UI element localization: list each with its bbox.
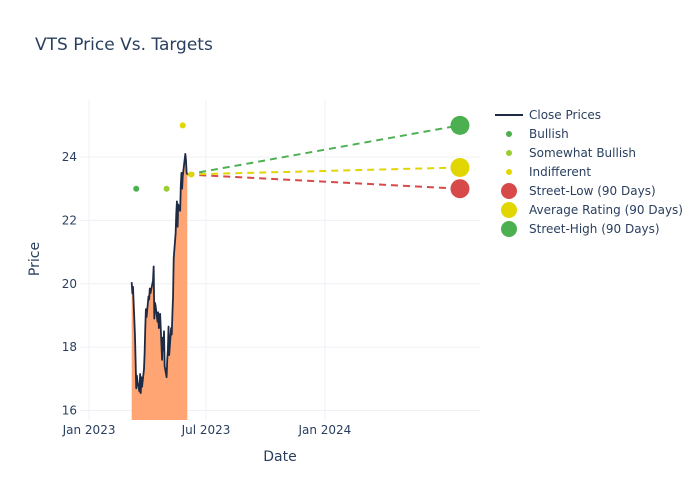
legend-label: Bullish — [529, 127, 569, 141]
legend-label: Street-High (90 Days) — [529, 222, 660, 236]
x-axis-label: Date — [263, 449, 296, 465]
legend-label: Close Prices — [529, 108, 601, 122]
legend-label: Average Rating (90 Days) — [529, 203, 683, 217]
rating-points — [133, 122, 195, 192]
close-price-area — [131, 153, 188, 421]
y-tick-label: 20 — [62, 277, 77, 291]
y-tick-label: 18 — [62, 340, 77, 354]
legend-dot-swatch — [506, 169, 512, 175]
target-line — [187, 124, 461, 176]
target-marker — [450, 179, 470, 199]
legend-label: Street-Low (90 Days) — [529, 184, 656, 198]
gridlines — [80, 100, 480, 420]
rating-point — [133, 185, 140, 192]
y-axis-ticks: 16 18 20 22 24 — [62, 150, 77, 417]
y-axis-label: Price — [27, 242, 43, 276]
legend-label: Indifferent — [529, 165, 591, 179]
target-marker — [450, 115, 470, 135]
x-tick-label: Jul 2023 — [181, 423, 231, 437]
close-price-line-group — [130, 152, 189, 394]
x-axis-ticks: Jan 2023 Jul 2023 Jan 2024 — [62, 423, 352, 437]
x-tick-label: Jan 2023 — [62, 423, 116, 437]
rating-point — [188, 171, 195, 178]
legend-marker-swatch — [501, 183, 517, 199]
legend-marker-swatch — [501, 221, 517, 237]
legend-dot-swatch — [506, 131, 512, 137]
target-line — [187, 166, 460, 176]
target-lines — [187, 124, 461, 190]
y-tick-label: 22 — [62, 213, 77, 227]
close-price-line — [130, 152, 189, 394]
legend-label: Somewhat Bullish — [529, 146, 636, 160]
y-tick-label: 16 — [62, 403, 77, 417]
legend[interactable]: Close Prices Bullish Somewhat Bullish Indif… — [495, 108, 683, 237]
legend-marker-swatch — [501, 202, 517, 218]
close-price-fill — [131, 153, 188, 421]
target-line — [187, 173, 461, 190]
rating-point — [163, 185, 170, 192]
target-points — [450, 115, 470, 199]
target-marker — [450, 157, 470, 177]
rating-point — [179, 122, 186, 129]
x-tick-label: Jan 2024 — [297, 423, 351, 437]
legend-dot-swatch — [506, 150, 512, 156]
chart-title: VTS Price Vs. Targets — [35, 35, 213, 55]
y-tick-label: 24 — [62, 150, 77, 164]
